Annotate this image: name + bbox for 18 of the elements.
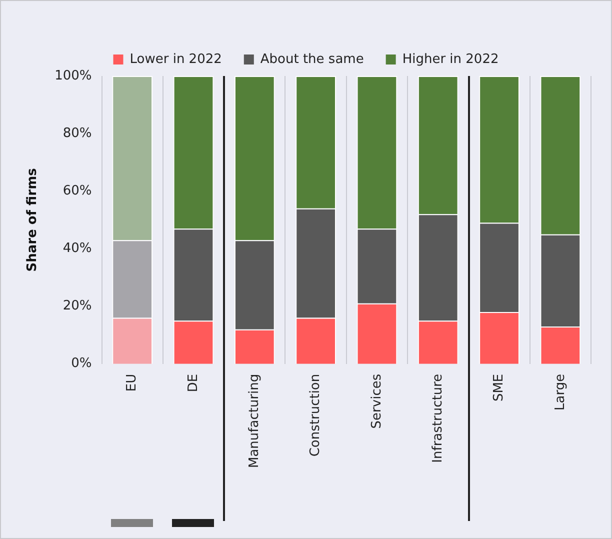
legend-label: About the same <box>260 52 364 67</box>
y-tick-label: 100% <box>54 68 92 84</box>
y-tick-label: 40% <box>62 241 92 256</box>
y-tick-label: 20% <box>62 298 92 314</box>
x-tick-label: SME <box>492 374 507 402</box>
x-tick-label: Large <box>552 374 568 410</box>
x-tick-label: DE <box>186 374 201 392</box>
y-tick-label: 60% <box>62 184 92 199</box>
legend-label: Higher in 2022 <box>402 52 499 67</box>
x-tick-label: Infrastructure <box>430 374 446 463</box>
y-tick-label: 80% <box>62 126 92 141</box>
y-tick-label: 0% <box>71 356 92 372</box>
legend-label: Lower in 2022 <box>130 52 222 67</box>
x-tick-label: EU <box>124 374 140 392</box>
y-axis-title: Share of firms <box>25 168 40 272</box>
x-tick-label: Manufacturing <box>247 374 262 468</box>
x-tick-label: Construction <box>308 374 324 457</box>
x-tick-label: Services <box>369 374 384 429</box>
